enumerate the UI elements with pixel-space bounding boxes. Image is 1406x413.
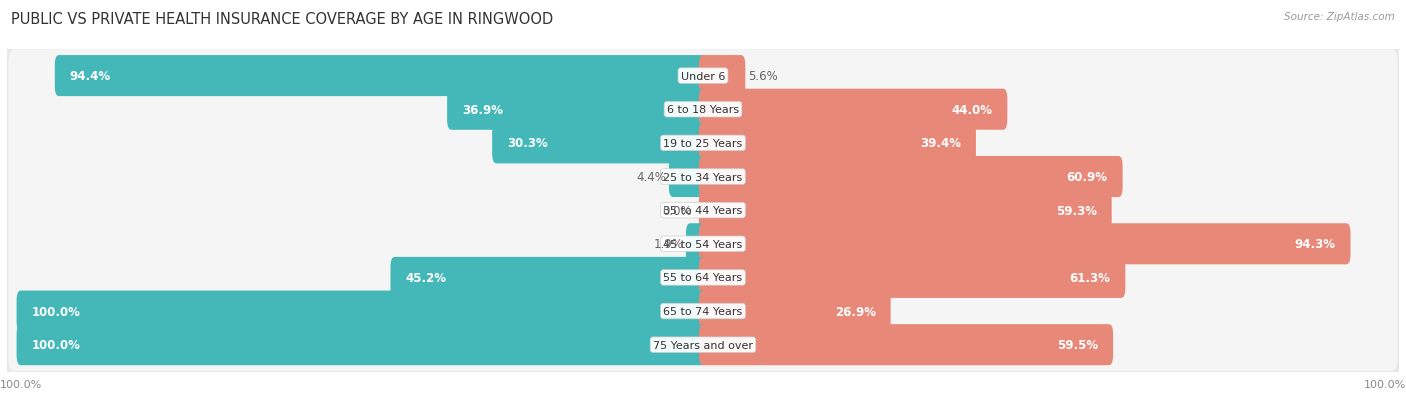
Text: 1.9%: 1.9% bbox=[654, 238, 683, 251]
Text: 59.5%: 59.5% bbox=[1057, 338, 1098, 351]
Text: 45 to 54 Years: 45 to 54 Years bbox=[664, 239, 742, 249]
Text: 94.4%: 94.4% bbox=[70, 70, 111, 83]
FancyBboxPatch shape bbox=[17, 324, 707, 366]
Text: 59.3%: 59.3% bbox=[1056, 204, 1097, 217]
FancyBboxPatch shape bbox=[8, 117, 1398, 170]
Text: 55 to 64 Years: 55 to 64 Years bbox=[664, 273, 742, 283]
Text: 30.3%: 30.3% bbox=[508, 137, 548, 150]
FancyBboxPatch shape bbox=[0, 247, 1406, 309]
FancyBboxPatch shape bbox=[0, 180, 1406, 242]
FancyBboxPatch shape bbox=[699, 123, 976, 164]
FancyBboxPatch shape bbox=[8, 185, 1398, 237]
Text: 4.4%: 4.4% bbox=[637, 171, 666, 183]
FancyBboxPatch shape bbox=[699, 257, 1125, 298]
FancyBboxPatch shape bbox=[0, 280, 1406, 342]
FancyBboxPatch shape bbox=[0, 79, 1406, 141]
Text: 65 to 74 Years: 65 to 74 Years bbox=[664, 306, 742, 316]
Text: 45.2%: 45.2% bbox=[405, 271, 447, 284]
FancyBboxPatch shape bbox=[699, 190, 1112, 231]
FancyBboxPatch shape bbox=[699, 291, 890, 332]
Text: 39.4%: 39.4% bbox=[920, 137, 960, 150]
Text: 0.0%: 0.0% bbox=[662, 204, 692, 217]
FancyBboxPatch shape bbox=[0, 45, 1406, 107]
FancyBboxPatch shape bbox=[8, 151, 1398, 203]
FancyBboxPatch shape bbox=[8, 84, 1398, 136]
FancyBboxPatch shape bbox=[699, 157, 1122, 197]
FancyBboxPatch shape bbox=[669, 157, 707, 197]
FancyBboxPatch shape bbox=[8, 319, 1398, 371]
Text: 94.3%: 94.3% bbox=[1295, 238, 1336, 251]
FancyBboxPatch shape bbox=[699, 224, 1351, 265]
Text: 35 to 44 Years: 35 to 44 Years bbox=[664, 206, 742, 216]
Text: 6 to 18 Years: 6 to 18 Years bbox=[666, 105, 740, 115]
FancyBboxPatch shape bbox=[686, 224, 707, 265]
FancyBboxPatch shape bbox=[17, 291, 707, 332]
FancyBboxPatch shape bbox=[391, 257, 707, 298]
FancyBboxPatch shape bbox=[0, 113, 1406, 174]
FancyBboxPatch shape bbox=[0, 214, 1406, 275]
FancyBboxPatch shape bbox=[8, 285, 1398, 337]
FancyBboxPatch shape bbox=[699, 90, 1007, 131]
FancyBboxPatch shape bbox=[55, 56, 707, 97]
Text: 100.0%: 100.0% bbox=[31, 305, 80, 318]
Text: 75 Years and over: 75 Years and over bbox=[652, 340, 754, 350]
Text: 44.0%: 44.0% bbox=[952, 104, 993, 116]
Text: 5.6%: 5.6% bbox=[748, 70, 778, 83]
FancyBboxPatch shape bbox=[492, 123, 707, 164]
FancyBboxPatch shape bbox=[699, 56, 745, 97]
FancyBboxPatch shape bbox=[8, 252, 1398, 304]
Text: 60.9%: 60.9% bbox=[1067, 171, 1108, 183]
FancyBboxPatch shape bbox=[447, 90, 707, 131]
Text: 19 to 25 Years: 19 to 25 Years bbox=[664, 138, 742, 149]
FancyBboxPatch shape bbox=[0, 314, 1406, 376]
FancyBboxPatch shape bbox=[8, 50, 1398, 102]
FancyBboxPatch shape bbox=[0, 146, 1406, 208]
Text: 26.9%: 26.9% bbox=[835, 305, 876, 318]
Text: Under 6: Under 6 bbox=[681, 71, 725, 81]
Text: 36.9%: 36.9% bbox=[463, 104, 503, 116]
Text: 100.0%: 100.0% bbox=[31, 338, 80, 351]
Text: 25 to 34 Years: 25 to 34 Years bbox=[664, 172, 742, 182]
Text: 61.3%: 61.3% bbox=[1070, 271, 1111, 284]
FancyBboxPatch shape bbox=[8, 218, 1398, 271]
Text: PUBLIC VS PRIVATE HEALTH INSURANCE COVERAGE BY AGE IN RINGWOOD: PUBLIC VS PRIVATE HEALTH INSURANCE COVER… bbox=[11, 12, 554, 27]
Text: Source: ZipAtlas.com: Source: ZipAtlas.com bbox=[1284, 12, 1395, 22]
FancyBboxPatch shape bbox=[699, 324, 1114, 366]
